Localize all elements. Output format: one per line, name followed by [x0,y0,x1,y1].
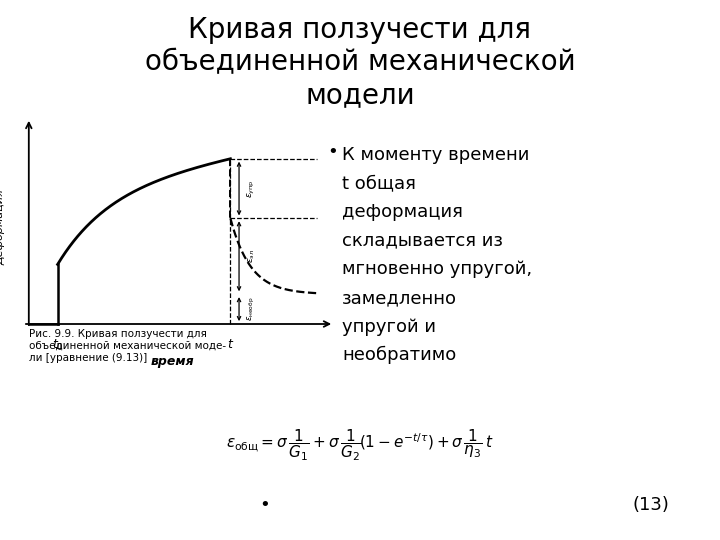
Text: упругой и: упругой и [342,318,436,335]
Text: Рис. 9.9. Кривая ползучести для
объединенной механической моде-
ли [уравнение (9: Рис. 9.9. Кривая ползучести для объедине… [29,329,226,362]
Text: t общая: t общая [342,174,416,192]
Text: Деформация: Деформация [0,189,5,265]
Text: К моменту времени: К моменту времени [342,146,529,164]
Text: складывается из: складывается из [342,232,503,249]
Text: •: • [259,496,270,514]
Text: мгновенно упругой,: мгновенно упругой, [342,260,532,278]
Text: $\varepsilon_{\rm упр}$: $\varepsilon_{\rm упр}$ [246,179,257,198]
Text: замедленно: замедленно [342,289,457,307]
Text: (13): (13) [633,496,670,514]
Text: $t_0$: $t_0$ [52,338,63,353]
Text: $t$: $t$ [227,338,234,350]
Text: время: время [151,355,194,368]
Text: деформация: деформация [342,203,463,221]
Text: $\varepsilon_{\rm общ} = \sigma\,\dfrac{1}{G_1} + \sigma\,\dfrac{1}{G_2}\!\left(: $\varepsilon_{\rm общ} = \sigma\,\dfrac{… [226,428,494,463]
Text: $\varepsilon_{\rm эл}$: $\varepsilon_{\rm эл}$ [246,249,257,264]
Text: $\varepsilon_{\rm необр}$: $\varepsilon_{\rm необр}$ [246,297,257,321]
Text: Кривая ползучести для
объединенной механической
модели: Кривая ползучести для объединенной механ… [145,16,575,109]
Text: •: • [328,143,338,161]
Text: необратимо: необратимо [342,346,456,364]
